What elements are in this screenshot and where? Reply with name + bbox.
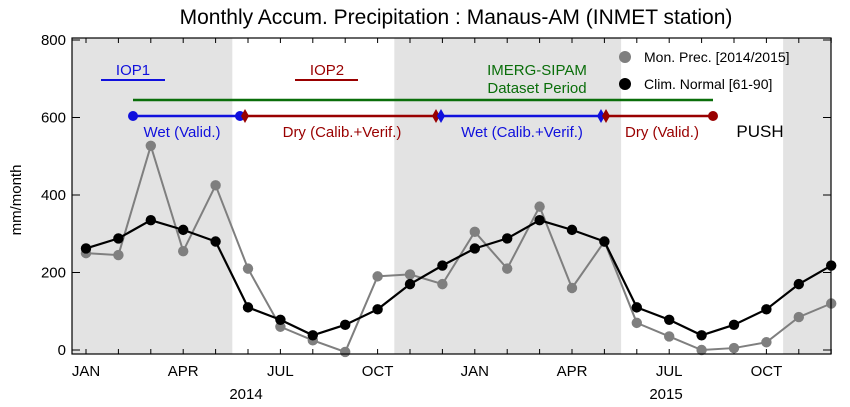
data-point xyxy=(728,319,740,331)
data-point xyxy=(80,243,92,254)
imerg-label: IMERG-SIPAM xyxy=(487,62,587,79)
data-point xyxy=(340,346,351,358)
data-point xyxy=(242,302,254,313)
data-series xyxy=(80,140,837,358)
wet-calib-label: Wet (Calib.+Verif.) xyxy=(461,124,583,141)
series-clim-normal xyxy=(80,214,837,341)
data-point xyxy=(502,233,513,244)
y-tick-label: 600 xyxy=(41,110,66,127)
plot-frame xyxy=(71,37,832,355)
x-tick-label: APR xyxy=(168,363,199,380)
data-point xyxy=(664,314,675,325)
y-tick-label: 0 xyxy=(58,342,66,359)
data-point xyxy=(696,344,707,356)
data-point xyxy=(728,342,740,354)
x-tick-label: JAN xyxy=(461,363,489,380)
x-tick-label: JUL xyxy=(656,363,683,380)
iop2-label: IOP2 xyxy=(310,62,344,79)
legend-marker xyxy=(619,78,631,90)
data-point xyxy=(404,278,416,290)
data-point xyxy=(437,260,448,271)
data-point xyxy=(761,304,772,315)
legend: Mon. Prec. [2014/2015] Clim. Normal [61-9… xyxy=(619,49,790,92)
data-point xyxy=(761,337,772,348)
segment-marker xyxy=(241,109,249,123)
chart-title: Monthly Accum. Precipitation : Manaus-AM… xyxy=(180,6,733,29)
x-tick-label: JUL xyxy=(267,363,294,380)
dry-valid-label: Dry (Valid.) xyxy=(625,124,699,141)
data-point xyxy=(534,214,545,226)
segment-endpoint xyxy=(128,111,138,121)
season-shading xyxy=(72,38,831,354)
data-point xyxy=(437,278,448,290)
shaded-band xyxy=(783,38,831,354)
data-point xyxy=(210,236,221,247)
iop1-label: IOP1 xyxy=(116,62,150,79)
axis-ticks: 0 200 400 600 800 JAN APR JUL OCT JAN APR JUL OCT 201… xyxy=(41,32,832,403)
series-line xyxy=(85,218,832,337)
segment-marker xyxy=(602,109,610,123)
x-tick-label: JAN xyxy=(72,363,100,380)
data-point xyxy=(631,317,642,329)
data-point xyxy=(113,249,124,261)
data-point xyxy=(469,226,480,238)
legend-marker xyxy=(619,51,631,63)
segment-endpoint xyxy=(708,111,718,121)
data-point xyxy=(145,140,156,151)
data-point xyxy=(566,282,578,294)
data-point xyxy=(793,278,804,290)
shaded-band xyxy=(394,38,622,354)
segment-marker xyxy=(432,109,440,123)
wet-valid-label: Wet (Valid.) xyxy=(144,124,221,141)
year-label: 2014 xyxy=(229,386,262,403)
x-tick-label: APR xyxy=(557,363,588,380)
year-label: 2015 xyxy=(649,386,682,403)
data-point xyxy=(178,245,189,257)
data-point xyxy=(372,304,383,315)
push-label: PUSH xyxy=(736,122,783,141)
dry-calib-label: Dry (Calib.+Verif.) xyxy=(283,124,402,141)
data-point xyxy=(599,236,610,247)
data-point xyxy=(696,330,707,341)
data-point xyxy=(145,214,156,226)
y-tick-label: 400 xyxy=(41,187,66,204)
data-point xyxy=(469,243,480,254)
y-tick-label: 200 xyxy=(41,265,66,282)
x-tick-label: OCT xyxy=(362,363,394,380)
shaded-band xyxy=(72,38,233,354)
data-point xyxy=(631,302,642,313)
data-point xyxy=(275,314,286,325)
data-point xyxy=(664,331,675,342)
data-point xyxy=(404,269,416,280)
data-point xyxy=(307,330,318,341)
data-point xyxy=(534,201,545,212)
data-point xyxy=(793,311,804,323)
data-point xyxy=(340,319,351,331)
legend-label: Clim. Normal [61-90] xyxy=(644,76,772,92)
data-point xyxy=(566,224,578,236)
y-tick-label: 800 xyxy=(41,32,66,49)
data-point xyxy=(178,224,189,236)
x-tick-label: OCT xyxy=(751,363,783,380)
segment-marker xyxy=(437,109,445,123)
imerg-label: Dataset Period xyxy=(487,80,586,97)
data-point xyxy=(113,233,124,244)
data-point xyxy=(502,263,513,274)
segment-marker xyxy=(597,109,605,123)
data-point xyxy=(210,180,221,191)
legend-label: Mon. Prec. [2014/2015] xyxy=(644,49,790,65)
y-axis-label: mm/month xyxy=(8,165,25,236)
data-point xyxy=(372,271,383,282)
data-point xyxy=(242,263,254,274)
